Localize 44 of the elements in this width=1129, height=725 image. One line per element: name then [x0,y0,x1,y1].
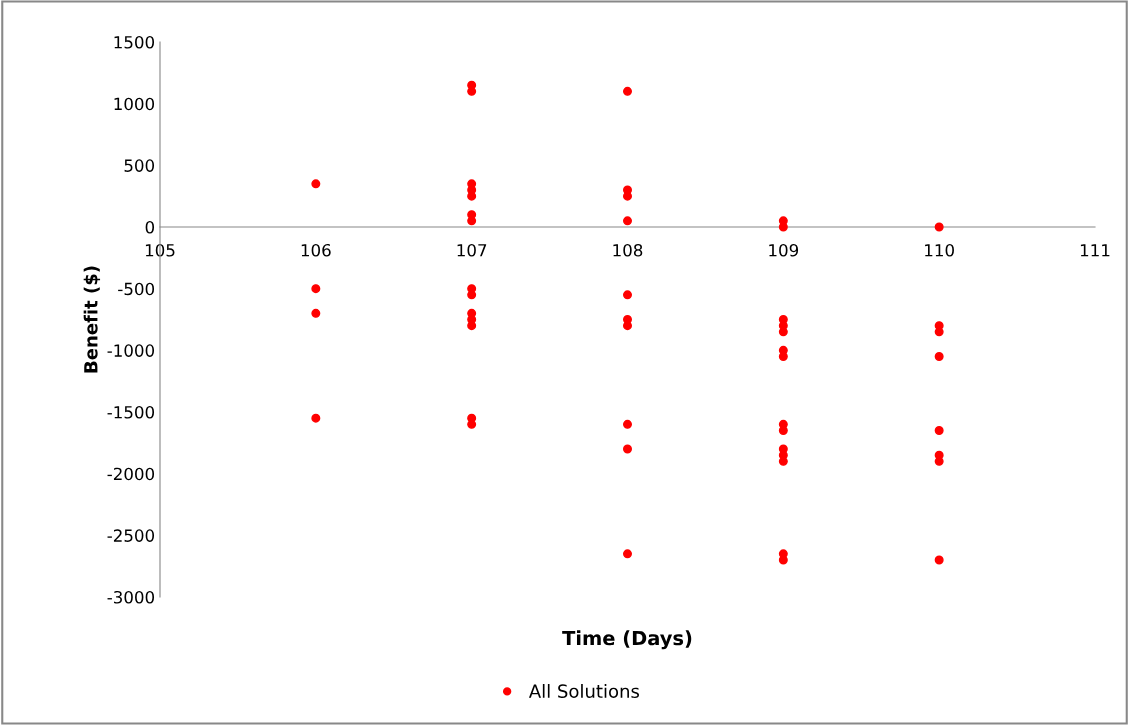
point [311,308,321,318]
x-tick-label: 105 [145,243,175,257]
point [311,413,321,423]
point [311,284,321,294]
y-tick-label: 0 [145,220,155,234]
point [934,426,944,435]
point [778,352,788,361]
point [467,321,477,331]
x-tick-label: 107 [457,243,487,257]
point [467,290,477,300]
point [623,216,632,226]
point [623,419,632,429]
y-tick-label: -2500 [107,529,155,542]
point [934,555,944,565]
x-tick-label: 108 [613,243,643,257]
y-tick-label: 1500 [114,35,155,49]
point [934,327,944,337]
point [934,222,944,232]
y-tick-label: 500 [124,159,155,172]
point [778,327,788,337]
point [311,179,321,189]
y-tick-label: -1000 [107,344,155,357]
x-tick-label: 109 [769,243,799,257]
y-tick-label: 1000 [114,97,155,111]
point [467,216,477,226]
x-tick-label: 110 [925,243,954,257]
point [623,444,632,454]
y-tick-label: -500 [118,282,155,296]
x-axis-title: Time (Days) [562,630,692,650]
point [778,555,788,565]
point [623,290,632,300]
point [778,426,788,435]
point [778,222,788,232]
point [623,549,632,559]
x-tick-label: 106 [301,243,331,257]
y-tick-label: -1500 [107,405,155,419]
point [623,321,632,331]
y-tick-label: -2000 [107,467,155,481]
x-tick-label: 111 [1080,244,1110,257]
point [934,352,944,361]
legend-label: All Solutions [528,684,640,698]
y-tick-label: -3000 [107,590,155,604]
y-axis-title: Benefit ($) [83,266,101,373]
point [623,86,632,96]
